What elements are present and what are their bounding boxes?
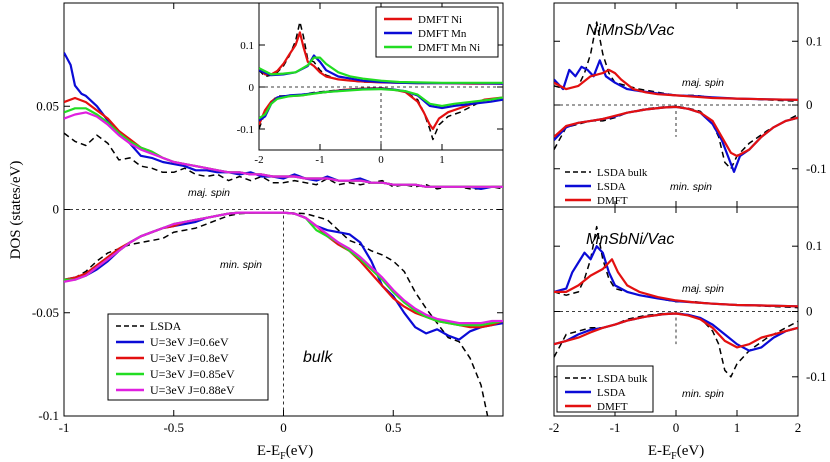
bulk-xlabel: E-EF(eV) xyxy=(257,443,313,462)
bulk-legend-label-2: U=3eV J=0.8eV xyxy=(150,351,229,365)
bulk-xtick-label: -0.5 xyxy=(163,420,184,435)
inset-ytick-label: 0 xyxy=(249,82,255,94)
nimnsb-min-label: min. spin xyxy=(670,181,712,193)
bulk-ytick-label: -0.1 xyxy=(38,408,59,423)
bulk-series-4-maj xyxy=(64,111,503,188)
inset-chart: -0.1 0 0.1 -2 -1 0 1 DMFT Ni DMFT Mn DMFT Mn Ni xyxy=(237,2,504,166)
nimnsb-series-1-maj xyxy=(554,59,798,101)
inset-legend-label-1: DMFT Mn xyxy=(418,28,467,40)
inset-series-3-min xyxy=(259,88,503,120)
mnsbni-min-label: min. spin xyxy=(682,388,724,400)
inset-legend-label-0: DMFT Ni xyxy=(418,14,462,26)
bulk-legend-label-3: U=3eV J=0.85eV xyxy=(150,367,235,381)
bulk-legend-label-0: LSDA xyxy=(150,319,182,333)
mnsbni-legend-label-1: LSDA xyxy=(597,387,626,399)
mnsbni-ytick-label: -0.1 xyxy=(806,369,827,384)
nimnsb-series-0-maj xyxy=(554,21,798,102)
inset-xtick-label: 1 xyxy=(439,154,445,166)
mnsbni-xtick-label: -1 xyxy=(610,420,621,435)
mnsbni-legend-label-2: DMFT xyxy=(597,401,628,413)
mnsbni-series-2-min xyxy=(554,312,798,349)
bulk-min-label: min. spin xyxy=(220,259,262,271)
nimnsb-series-2-maj xyxy=(554,68,798,101)
mnsbni-xtick-label: 1 xyxy=(734,420,741,435)
nimnsb-title: NiMnSb/Vac xyxy=(586,22,674,39)
bulk-legend-label-1: U=3eV J=0.6eV xyxy=(150,335,229,349)
bulk-chart: -0.1 -0.05 0 0.05 -1 -0.5 0 0.5 LSDA U=3eV J=0.6e… xyxy=(32,3,503,435)
nimnsb-legend-label-2: DMFT xyxy=(597,195,628,207)
inset-xtick-label: -1 xyxy=(315,154,324,166)
mnsbni-ytick-label: 0 xyxy=(806,304,813,319)
mnsbni-series-2-maj xyxy=(554,258,798,308)
nimnsb-ytick-label: 0.1 xyxy=(806,33,822,48)
mnsbni-xtick-label: 2 xyxy=(795,420,802,435)
mnsbni-chart: -0.1 0 0.1 -2 -1 0 1 2 LSDA bulk LSDA DMFT xyxy=(549,207,827,435)
mnsbni-legend-label-0: LSDA bulk xyxy=(597,373,648,385)
bulk-legend-label-4: U=3eV J=0.88eV xyxy=(150,383,235,397)
inset-xtick-label: -2 xyxy=(254,154,263,166)
inset-series-3-maj xyxy=(259,56,503,84)
nimnsb-maj-label: maj. spin xyxy=(682,77,724,89)
nimnsb-series-1-min xyxy=(554,105,798,173)
mnsbni-maj-label: maj. spin xyxy=(682,283,724,295)
bulk-ylabel: DOS (states/eV) xyxy=(8,161,24,260)
inset-ytick-label: -0.1 xyxy=(237,124,254,136)
nimnsb-series-2-min xyxy=(554,105,798,158)
mnsbni-xlabel: E-EF(eV) xyxy=(648,443,704,462)
bulk-ytick-label: 0.05 xyxy=(36,98,59,113)
bulk-ytick-label: 0 xyxy=(53,202,60,217)
bulk-maj-label: maj. spin xyxy=(188,187,230,199)
bulk-panel-label: bulk xyxy=(303,349,333,366)
mnsbni-ytick-label: 0.1 xyxy=(806,238,822,253)
bulk-xtick-label: 0 xyxy=(280,420,287,435)
nimnsb-chart: -0.1 0 0.1 LSDA bulk LSDA DMFT xyxy=(553,3,827,207)
inset-xtick-label: 0 xyxy=(378,154,384,166)
nimnsb-legend-label-0: LSDA bulk xyxy=(597,167,648,179)
mnsbni-xtick-label: -2 xyxy=(549,420,560,435)
inset-ytick-label: 0.1 xyxy=(240,40,254,52)
bulk-series-4-min xyxy=(64,211,503,325)
bulk-xtick-label: -1 xyxy=(59,420,70,435)
nimnsb-ytick-label: 0 xyxy=(806,97,813,112)
nimnsb-ytick-label: -0.1 xyxy=(806,161,827,176)
bulk-xtick-label: 0.5 xyxy=(385,420,401,435)
mnsbni-xtick-label: 0 xyxy=(673,420,680,435)
mnsbni-title: MnSbNi/Vac xyxy=(586,231,674,248)
nimnsb-legend-label-1: LSDA xyxy=(597,181,626,193)
bulk-ytick-label: -0.05 xyxy=(32,305,59,320)
mnsbni-legend-frame xyxy=(556,365,654,413)
inset-legend-label-2: DMFT Mn Ni xyxy=(418,42,480,54)
